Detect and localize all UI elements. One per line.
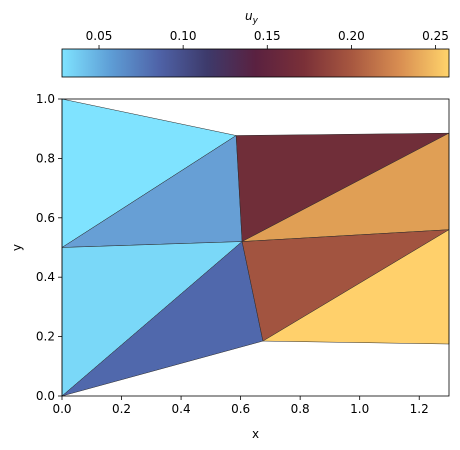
x-tick-label: 0.6	[231, 402, 250, 416]
colorbar-title: uy	[245, 9, 259, 26]
colorbar-tick-label: 0.10	[170, 29, 197, 43]
colorbar-tick-label: 0.25	[422, 29, 449, 43]
x-tick-label: 1.2	[410, 402, 429, 416]
y-tick-label: 0.6	[36, 211, 55, 225]
x-axis-label: x	[252, 427, 259, 441]
y-tick-label: 1.0	[36, 92, 55, 106]
colorbar-tick-label: 0.05	[86, 29, 113, 43]
colorbar-title-base: u	[245, 9, 253, 23]
y-tick-label: 0.8	[36, 151, 55, 165]
y-axis-label: y	[10, 244, 24, 251]
x-tick-label: 0.0	[52, 402, 71, 416]
axes: 0.0 0.2 0.4 0.6 0.8 1.0 1.2 0.0 0.2 0.4 0.6 0.8 1.0 x…	[10, 92, 450, 441]
plot-frame	[61, 98, 450, 397]
y-tick-label: 0.2	[36, 330, 55, 344]
x-tick-label: 0.2	[112, 402, 131, 416]
x-tick-label: 0.8	[291, 402, 310, 416]
colorbar-gradient	[61, 48, 450, 78]
y-tick-label: 0.0	[36, 389, 55, 403]
colorbar: 0.05 0.10 0.15 0.20 0.25 uy	[61, 9, 450, 78]
x-tick-label: 1.0	[350, 402, 369, 416]
colorbar-tick-label: 0.20	[338, 29, 365, 43]
mesh-plot-area	[61, 98, 450, 397]
y-tick-label: 0.4	[36, 270, 55, 284]
x-tick-label: 0.4	[172, 402, 191, 416]
colorbar-title-subscript: y	[252, 16, 259, 26]
colorbar-tick-label: 0.15	[254, 29, 281, 43]
